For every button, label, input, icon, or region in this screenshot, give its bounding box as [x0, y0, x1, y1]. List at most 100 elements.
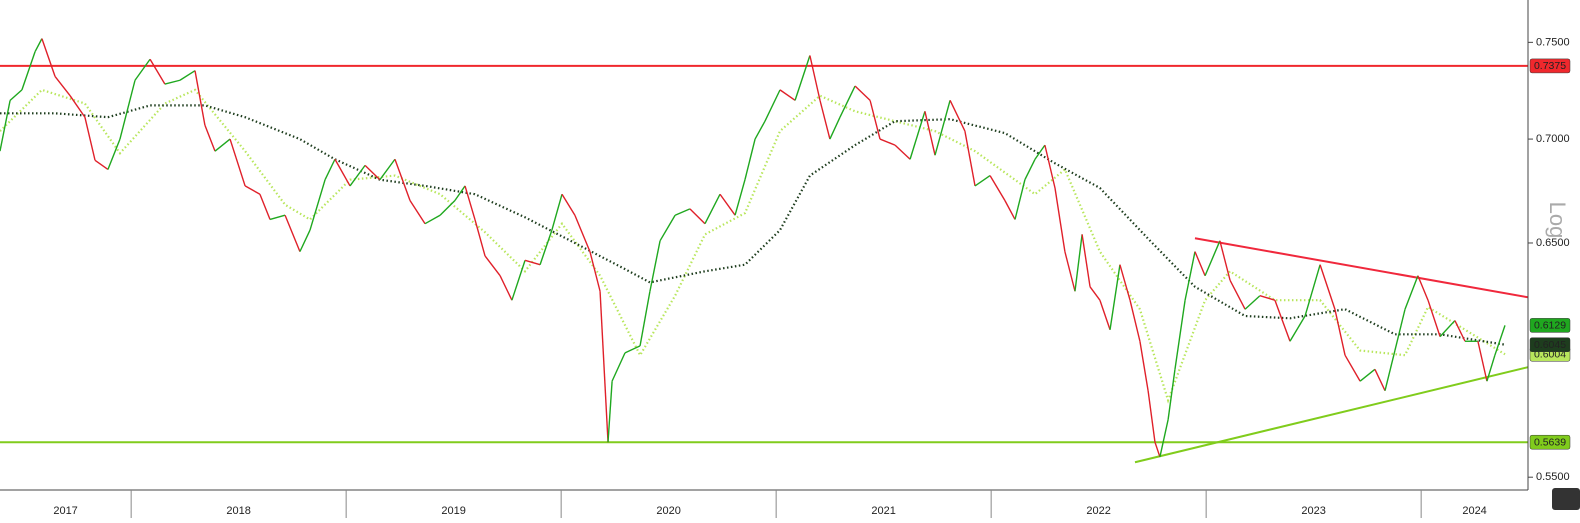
value-tag: [1529, 318, 1571, 333]
x-tick-label: 2020: [656, 505, 680, 517]
price-segment: [134, 58, 151, 81]
price-segment: [54, 75, 71, 97]
price-segment: [149, 58, 166, 85]
price-segment: [164, 79, 181, 85]
price-segment: [639, 291, 651, 347]
price-segment: [674, 208, 691, 216]
price-segment: [561, 193, 576, 216]
price-segment: [599, 291, 609, 443]
price-segment: [589, 251, 601, 292]
moving-average: [0, 88, 1506, 404]
price-segment: [1034, 144, 1046, 160]
price-segment: [829, 116, 841, 140]
price-segment: [284, 214, 301, 252]
price-segment: [1289, 315, 1306, 342]
price-segment: [659, 214, 676, 242]
price-segment: [454, 185, 466, 201]
price-segment: [1477, 341, 1488, 382]
price-segment: [719, 193, 736, 216]
price-segment: [34, 38, 43, 53]
price-segment: [94, 159, 109, 171]
price-segment: [1374, 368, 1386, 391]
price-segment: [1054, 187, 1066, 252]
trend-line: [1134, 366, 1529, 464]
price-segment: [1344, 354, 1361, 382]
value-tag: [1529, 434, 1571, 450]
price-segment: [474, 219, 486, 257]
price-segment: [394, 159, 411, 201]
price-segment: [1109, 264, 1121, 330]
price-segment: [299, 229, 311, 252]
price-segment: [539, 229, 553, 265]
value-tag-label: 0.7375: [1534, 60, 1566, 72]
price-segment: [704, 193, 721, 225]
price-segment: [1194, 251, 1206, 276]
price-segment: [324, 158, 336, 181]
price-segment: [484, 255, 501, 277]
x-tick-label: 2022: [1086, 505, 1110, 517]
price-segment: [1417, 275, 1429, 301]
price-segment: [1427, 299, 1441, 337]
price-segment: [379, 158, 396, 181]
price-segment: [1159, 419, 1169, 458]
price-segment: [934, 100, 951, 156]
price-segment: [734, 179, 746, 216]
plot: [0, 38, 1529, 464]
price-segment: [1274, 299, 1291, 342]
price-segment: [1004, 200, 1016, 220]
price-segment: [499, 275, 513, 301]
price-segment: [909, 111, 926, 160]
price-segment: [1184, 251, 1196, 301]
price-segment: [119, 80, 136, 140]
price-segment: [1064, 251, 1076, 292]
price-segment: [1044, 144, 1056, 189]
price-segment: [511, 260, 526, 301]
price-segment: [649, 240, 661, 292]
price-segment: [309, 179, 326, 231]
y-axis-label: Log: [1545, 202, 1570, 239]
y-tick-label: 0.6500: [1536, 237, 1570, 249]
price-segment: [1259, 295, 1276, 301]
x-tick-label: 2017: [53, 505, 77, 517]
price-segment: [624, 345, 641, 354]
price-segment: [1024, 158, 1036, 181]
price-segment: [894, 144, 911, 160]
price-segment: [809, 55, 821, 101]
value-tag: [1529, 58, 1571, 74]
price-segment: [879, 138, 896, 146]
value-tag-label: 0.5639: [1534, 436, 1566, 448]
price-segment: [1174, 300, 1186, 370]
price-segment: [764, 89, 781, 122]
price-segment: [524, 259, 541, 266]
price-segment: [1099, 299, 1111, 330]
price-segment: [84, 117, 96, 161]
price-segment: [1244, 295, 1261, 310]
price-segment: [869, 100, 881, 140]
price-segment: [179, 70, 196, 81]
price-segment: [1074, 234, 1083, 292]
price-segment: [349, 164, 366, 187]
price-segment: [607, 381, 613, 443]
price-segment: [1154, 441, 1161, 458]
price-segment: [69, 95, 86, 118]
price-segment: [754, 120, 766, 140]
price-segment: [1439, 320, 1456, 338]
price-segment: [839, 85, 856, 118]
price-segment: [259, 193, 271, 220]
price-segment: [1404, 275, 1419, 310]
price-segment: [1219, 240, 1231, 281]
price-segment: [779, 89, 796, 101]
price-segment: [439, 199, 456, 216]
price-segment: [464, 185, 476, 220]
price-segment: [989, 175, 1006, 201]
price-segment: [1014, 179, 1026, 220]
x-tick-label: 2021: [871, 505, 895, 517]
price-segment: [244, 185, 261, 195]
corner-icon: [1552, 488, 1580, 510]
price-segment: [1167, 369, 1176, 420]
plot-area: [0, 0, 1528, 490]
price-segment: [611, 352, 626, 382]
price-segment: [1454, 320, 1466, 342]
